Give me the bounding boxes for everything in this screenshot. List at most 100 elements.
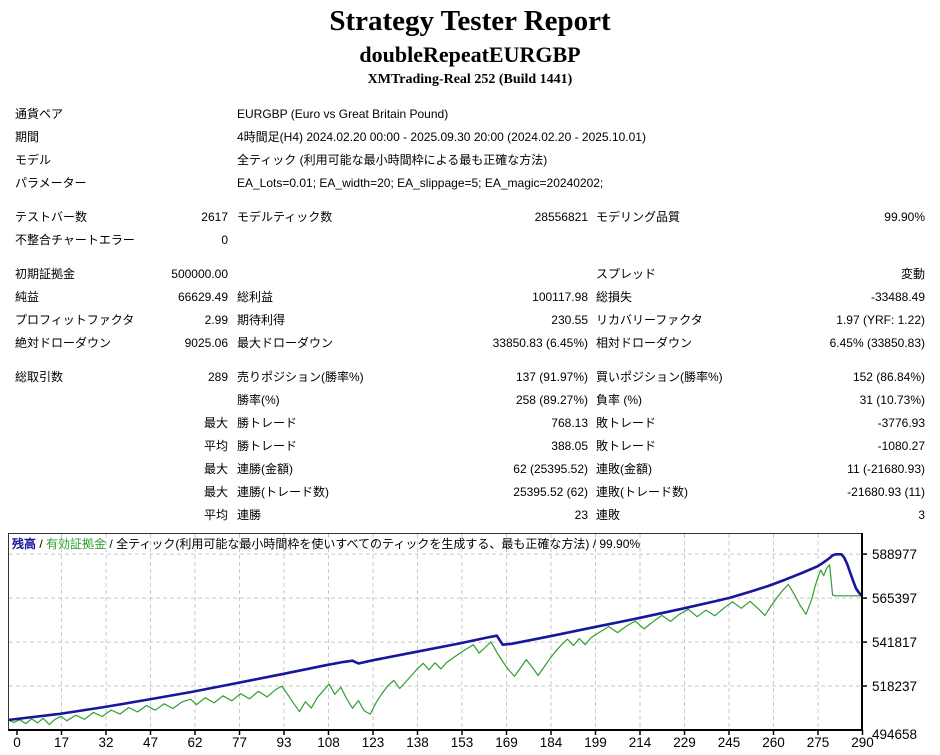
metric-value [148, 172, 228, 195]
x-axis-label: 93 [276, 735, 291, 750]
metric-label [15, 389, 148, 412]
metric-value: 66629.49 [177, 290, 228, 304]
metric-label: 勝トレード [237, 439, 298, 453]
equity-chart: 588977 565397 541817 518237 494658 0 17 32 47 62 7… [0, 533, 940, 750]
balance-line [7, 553, 863, 722]
metric-label [15, 458, 148, 481]
metric-value [148, 389, 228, 412]
metric-value [148, 103, 228, 126]
metric-label: 不整合チャートエラー [15, 233, 135, 247]
metric-value: 62 (25395.52) [513, 462, 588, 476]
metric-value: 全ティック (利用可能な最小時間枠による最も正確な方法) [237, 153, 548, 167]
metric-value: 平均 [203, 439, 228, 453]
metric-label [15, 504, 148, 527]
x-axis-label: 138 [406, 735, 429, 750]
x-axis-label: 32 [98, 735, 113, 750]
x-axis-label: 169 [495, 735, 518, 750]
metric-value [413, 229, 588, 252]
metric-label: 勝トレード [237, 416, 298, 430]
metric-value: 9025.06 [184, 336, 228, 350]
y-axis-label: 565397 [872, 591, 917, 606]
report-row: パラメーター EA_Lots=0.01; EA_width=20; EA_slip… [15, 172, 925, 195]
metric-label: 最大ドローダウン [237, 336, 334, 350]
metric-value: -21680.93 (11) [847, 485, 925, 499]
metric-label: 通貨ペア [15, 107, 64, 121]
y-axis-label: 494658 [872, 727, 917, 742]
metric-label: 純益 [15, 290, 40, 304]
y-axis-label: 588977 [872, 547, 917, 562]
metric-label: 連敗 [596, 508, 621, 522]
metric-value: 768.13 [551, 416, 588, 430]
metric-value: 230.55 [551, 313, 588, 327]
metric-value: 289 [207, 370, 228, 384]
metric-label: 連勝(トレード数) [237, 485, 329, 499]
metric-label: テストバー数 [15, 210, 88, 224]
x-axis-label: 47 [143, 735, 158, 750]
metric-value: 152 (86.84%) [852, 370, 925, 384]
metric-label [15, 435, 148, 458]
metric-label: スプレッド [596, 267, 657, 281]
metric-value: 最大 [203, 416, 228, 430]
metric-value: 平均 [203, 508, 228, 522]
report-row: テストバー数 2617 モデルティック数 28556821 モデリング品質 99.90% [15, 206, 925, 229]
metric-value: 100117.98 [532, 290, 588, 304]
metric-value: 4時間足(H4) 2024.02.20 00:00 - 2025.09.30 2… [237, 130, 646, 144]
metric-value: 500000.00 [171, 267, 228, 281]
report-table: 通貨ペア EURGBP (Euro vs Great Britain Pound)… [15, 103, 925, 527]
legend-equity-label: 有効証拠金 [46, 537, 107, 551]
metric-label: 連敗(トレード数) [596, 485, 688, 499]
metric-label [228, 263, 413, 286]
metric-label: 初期証拠金 [15, 267, 76, 281]
metric-label: 期間 [15, 130, 40, 144]
broker-build: XMTrading-Real 252 (Build 1441) [367, 72, 573, 87]
metric-value: 2617 [201, 210, 228, 224]
report-row: 勝率(%) 258 (89.27%) 負率 (%) 31 (10.73%) [15, 389, 925, 412]
section-gap [15, 252, 925, 263]
report-row: プロフィットファクタ 2.99 期待利得 230.55 リカバリーファクタ 1.97 (Y… [15, 309, 925, 332]
metric-label: 勝率(%) [237, 393, 280, 407]
metric-label: モデル [15, 153, 52, 167]
metric-value [148, 126, 228, 149]
metric-label: 買いポジション(勝率%) [596, 370, 723, 384]
report-row: 期間 4時間足(H4) 2024.02.20 00:00 - 2025.09.30… [15, 126, 925, 149]
metric-value: 11 (-21680.93) [847, 462, 925, 476]
report-row: 絶対ドローダウン 9025.06 最大ドローダウン 33850.83 (6.45%) 相… [15, 332, 925, 355]
metric-label [15, 412, 148, 435]
ea-name: doubleRepeatEURGBP [359, 42, 581, 67]
metric-label: プロフィットファクタ [15, 313, 135, 327]
metric-value: -33488.49 [870, 290, 925, 304]
metric-value: 388.05 [551, 439, 588, 453]
x-axis-label: 214 [629, 735, 652, 750]
legend-quality: 99.90% [599, 537, 641, 551]
metric-value [748, 229, 925, 252]
metric-label: 負率 (%) [596, 393, 642, 407]
report-title: Strategy Tester Report [329, 5, 611, 37]
equity-chart-svg: 588977 565397 541817 518237 494658 0 17 32 47 62 7… [7, 533, 917, 750]
metric-label [228, 229, 413, 252]
metric-value: -3776.93 [877, 416, 925, 430]
x-axis-label: 62 [187, 735, 202, 750]
x-axis-label: 199 [584, 735, 607, 750]
metric-value: 変動 [900, 267, 925, 281]
report-row: 不整合チャートエラー 0 [15, 229, 925, 252]
x-axis-label: 184 [540, 735, 563, 750]
legend-separator: / [109, 537, 113, 551]
metric-value: 最大 [203, 462, 228, 476]
equity-line [7, 564, 862, 726]
x-axis-label: 275 [807, 735, 830, 750]
y-axis-label: 541817 [872, 635, 917, 650]
metric-label: 連敗(金額) [596, 462, 652, 476]
metric-label: 売りポジション(勝率%) [237, 370, 364, 384]
metric-label [588, 229, 748, 252]
metric-value: 99.90% [884, 210, 925, 224]
metric-value: 258 (89.27%) [515, 393, 588, 407]
chart-legend: 残高 / 有効証拠金 / 全ティック(利用可能な最小時間枠を使いすべてのティック… [12, 537, 640, 551]
x-axis-label: 290 [851, 735, 874, 750]
section-gap [15, 355, 925, 366]
report-row: モデル 全ティック (利用可能な最小時間枠による最も正確な方法) [15, 149, 925, 172]
legend-balance-label: 残高 [12, 537, 37, 551]
metric-value: 6.45% (33850.83) [829, 336, 925, 350]
report-row: 平均 連勝 23 連敗 3 [15, 504, 925, 527]
report-row: 通貨ペア EURGBP (Euro vs Great Britain Pound) [15, 103, 925, 126]
metric-value: -1080.27 [877, 439, 925, 453]
